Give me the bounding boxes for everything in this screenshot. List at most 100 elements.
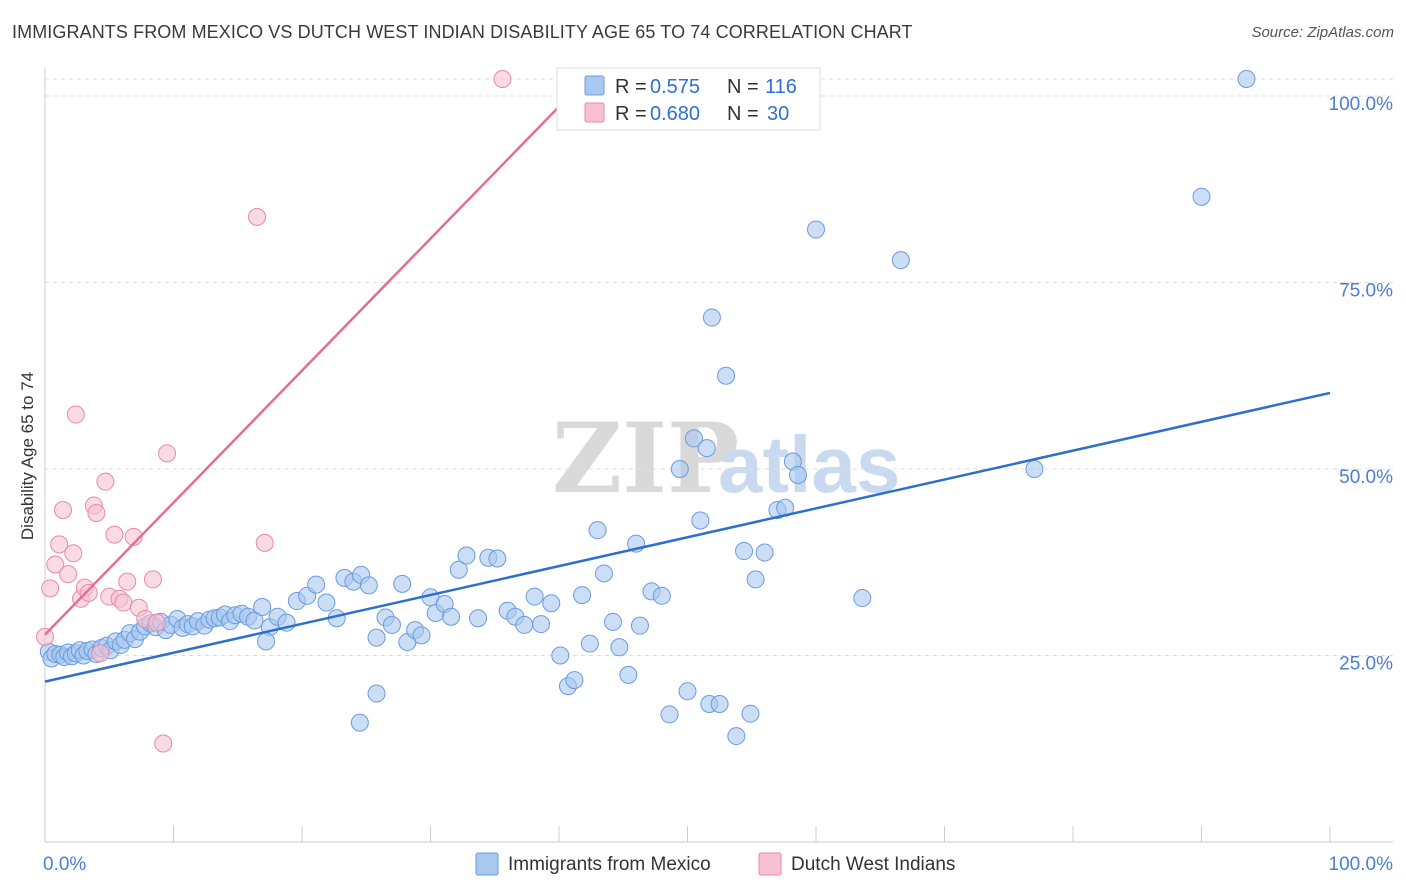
mexico-point — [307, 575, 326, 594]
dutch-west-indian-point — [143, 570, 162, 589]
mexico-point — [393, 574, 412, 593]
mexico-point — [457, 546, 476, 565]
mexico-point — [652, 586, 671, 605]
chart-title: IMMIGRANTS FROM MEXICO VS DUTCH WEST IND… — [12, 22, 913, 42]
legend-swatch-pink — [584, 102, 605, 123]
dutch-west-indian-point — [255, 533, 274, 552]
mexico-point — [746, 570, 765, 589]
dutch-west-indian-point — [64, 544, 83, 563]
dutch-west-indian-point — [91, 644, 110, 663]
dutch-west-indian-point — [158, 444, 177, 463]
mexico-point — [755, 543, 774, 562]
dutch-west-indian-point — [147, 613, 166, 632]
legend-n-value: 30 — [767, 103, 789, 125]
watermark-atlas: atlas — [718, 420, 900, 509]
watermark-zip: ZIP — [552, 402, 739, 515]
mexico-point — [412, 626, 431, 645]
dutch-west-indian-point — [493, 70, 512, 88]
legend-r-label: R = — [615, 103, 647, 125]
mexico-point — [525, 587, 544, 606]
y-tick-label: 100.0% — [1329, 94, 1394, 115]
watermark: ZIP atlas — [552, 402, 900, 515]
mexico-point — [660, 705, 679, 724]
mexico-point — [684, 429, 703, 448]
mexico-point — [630, 616, 649, 635]
y-tick-labels: 25.0% 50.0% 75.0% 100.0% — [1329, 94, 1394, 675]
series-legend-swatch-blue — [475, 852, 499, 876]
mexico-point — [789, 465, 808, 484]
dutch-west-indian-point — [46, 555, 65, 574]
mexico-point — [449, 560, 468, 579]
dutch-west-indian-point — [124, 527, 143, 546]
mexico-point — [807, 220, 825, 239]
mexico-point — [542, 594, 561, 613]
mexico-point — [702, 308, 721, 327]
dutch-west-indian-point — [36, 627, 54, 646]
mexico-point — [469, 609, 488, 628]
y-tick-label: 25.0% — [1339, 654, 1393, 675]
mexico-point — [488, 549, 507, 568]
y-axis-label: Disability Age 65 to 74 — [18, 372, 37, 540]
y-tick-label: 75.0% — [1339, 281, 1393, 302]
legend-n-label: N = — [727, 76, 759, 98]
mexico-point — [532, 615, 551, 634]
mexico-point — [1025, 460, 1044, 478]
trend-line-dutch-west-indians — [44, 103, 563, 636]
mexico-point — [710, 694, 729, 713]
mexico-point — [891, 251, 910, 270]
mexico-point — [245, 611, 264, 630]
dutch-west-indian-point — [79, 583, 98, 602]
source-credit: Source: ZipAtlas.com — [1251, 24, 1394, 41]
mexico-point — [317, 593, 336, 612]
dutch-west-indian-point — [41, 579, 60, 598]
mexico-point — [691, 511, 710, 530]
mexico-point — [741, 704, 760, 723]
mexico-point — [853, 589, 872, 608]
grid-lines — [45, 78, 1393, 656]
mexico-point — [253, 598, 272, 617]
mexico-point — [1237, 70, 1256, 88]
y-tick-label: 50.0% — [1339, 467, 1393, 488]
trend-line-mexico — [44, 391, 1331, 683]
mexico-point — [580, 634, 599, 653]
dutch-west-indian-point — [114, 593, 133, 612]
mexico-point — [551, 646, 570, 665]
mexico-point — [367, 628, 386, 647]
dutch-west-indian-point — [53, 501, 72, 520]
legend-r-label: R = — [615, 76, 647, 98]
dutch-west-indian-point — [154, 734, 173, 753]
mexico-point — [594, 564, 613, 583]
mexico-point — [717, 366, 736, 385]
legend-n-label: N = — [727, 103, 759, 125]
dutch-west-indian-point — [96, 472, 115, 491]
mexico-point — [565, 671, 584, 690]
series-legend-label-mexico: Immigrants from Mexico — [508, 854, 711, 875]
dutch-west-indian-point — [118, 572, 137, 591]
mexico-point — [588, 521, 607, 540]
x-tick-label: 100.0% — [1329, 854, 1394, 875]
mexico-point — [350, 713, 369, 732]
mexico-point — [670, 460, 689, 478]
x-tick-label: 0.0% — [43, 854, 86, 875]
series-legend-label-dutch-west-indians: Dutch West Indians — [791, 854, 955, 875]
legend-r-value: 0.575 — [650, 76, 700, 98]
mexico-point — [515, 615, 534, 634]
legend-swatch-blue — [584, 75, 605, 96]
mexico-point — [603, 612, 622, 631]
mexico-point — [610, 638, 629, 657]
series-legend-swatch-pink — [758, 852, 782, 876]
mexico-point — [367, 684, 386, 703]
axes — [44, 68, 1393, 843]
mexico-point — [359, 576, 378, 595]
mexico-point — [735, 542, 754, 561]
dutch-west-indian-point — [66, 405, 85, 424]
legend-n-value: 116 — [765, 76, 797, 98]
mexico-point — [1192, 187, 1211, 206]
mexico-point — [382, 615, 401, 634]
dutch-west-indian-point — [105, 525, 124, 544]
series-mexico-points — [39, 70, 1256, 746]
mexico-point — [573, 586, 592, 605]
series-legend: Immigrants from Mexico Dutch West Indian… — [475, 852, 955, 876]
mexico-point — [257, 632, 276, 651]
